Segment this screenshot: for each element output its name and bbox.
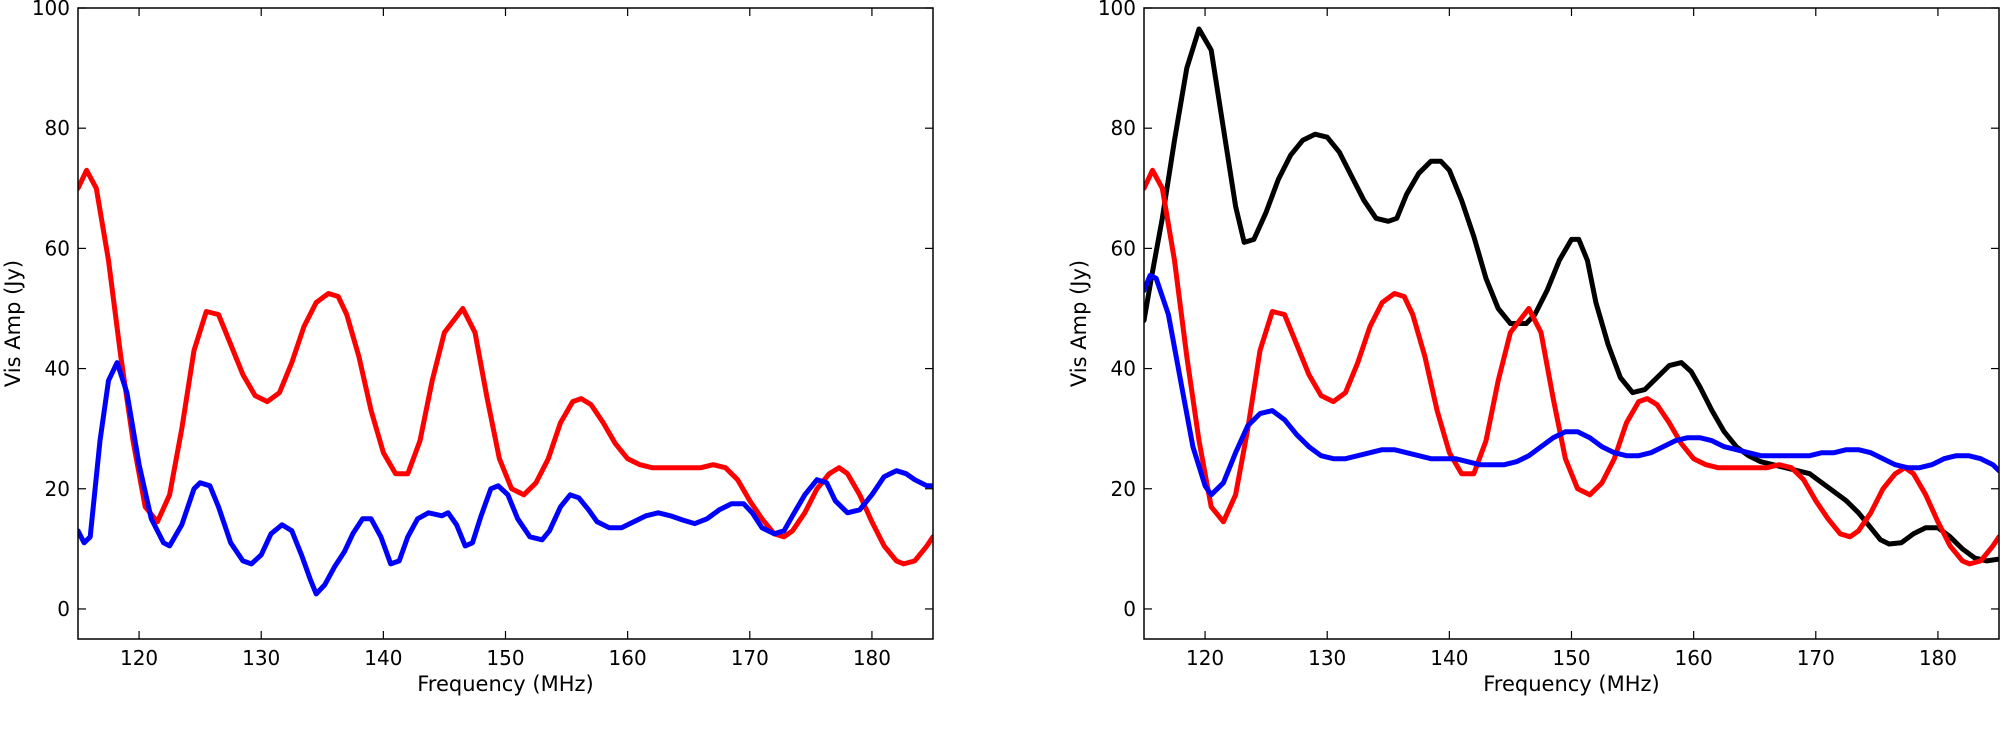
x-tick-label: 150	[1552, 646, 1590, 670]
y-tick-label: 60	[1111, 236, 1136, 260]
y-tick-label: 80	[45, 116, 70, 140]
x-tick-label: 170	[1797, 646, 1835, 670]
chart-panel-1: 120 130 140 150 160 170 180 0 20 40 60 80 100 Frequen…	[1, 0, 934, 696]
x-tick-label: 120	[120, 646, 158, 670]
x-tick-label: 140	[364, 646, 402, 670]
y-tick-label: 0	[57, 597, 70, 621]
x-tick-label: 170	[731, 646, 769, 670]
y-tick-label: 40	[1111, 357, 1136, 381]
y-tick-label: 20	[45, 477, 70, 501]
y-tick-label: 100	[1098, 0, 1136, 20]
y-tick-label: 20	[1111, 477, 1136, 501]
x-axis-label: Frequency (MHz)	[417, 672, 593, 696]
x-tick-label: 130	[242, 646, 280, 670]
y-tick-label: 100	[32, 0, 70, 20]
plot-frame	[77, 7, 934, 640]
series-line-2	[78, 360, 933, 597]
plot-frame	[1143, 7, 2000, 640]
x-tick-label: 120	[1186, 646, 1224, 670]
x-tick-label: 140	[1430, 646, 1468, 670]
x-tick-label: 160	[1675, 646, 1713, 670]
series-line-2	[1144, 167, 1999, 567]
series-line-3	[1144, 272, 1999, 498]
series-line-1	[78, 167, 933, 567]
x-tick-label: 180	[1919, 646, 1957, 670]
x-tick-label: 130	[1308, 646, 1346, 670]
y-tick-label: 80	[1111, 116, 1136, 140]
x-tick-label: 180	[853, 646, 891, 670]
chart-panel-2: 120 130 140 150 160 170 180 0 20 40 60 80 100 Frequen…	[1067, 0, 2000, 696]
y-tick-label: 60	[45, 236, 70, 260]
series-line-1	[1144, 26, 1999, 564]
x-tick-label: 160	[609, 646, 647, 670]
y-axis-label: Vis Amp (Jy)	[1, 260, 25, 387]
y-axis-label: Vis Amp (Jy)	[1067, 260, 1091, 387]
y-tick-label: 0	[1123, 597, 1136, 621]
x-axis-label: Frequency (MHz)	[1483, 672, 1659, 696]
y-tick-label: 40	[45, 357, 70, 381]
x-tick-label: 150	[486, 646, 524, 670]
